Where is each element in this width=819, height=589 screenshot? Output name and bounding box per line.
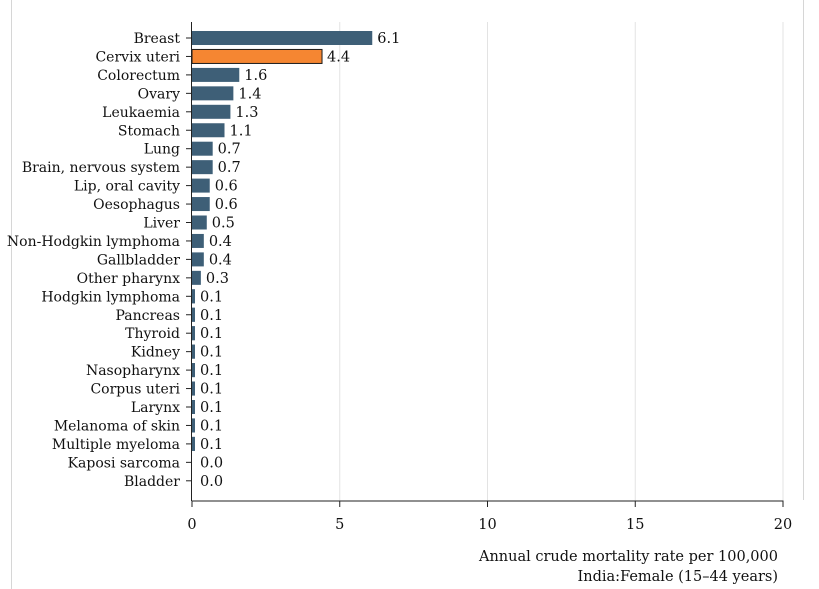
value-label-4: 1.3 bbox=[235, 105, 258, 121]
y-tick-label-18: Nasopharynx bbox=[86, 363, 180, 379]
bar-10 bbox=[192, 215, 207, 230]
axes: Breast Cervix uteri Colorectum Ovary Leukaem… bbox=[7, 22, 792, 533]
y-tick-label-1: Cervix uteri bbox=[95, 49, 180, 65]
y-tick-label-6: Lung bbox=[144, 142, 180, 158]
bar-stub-19 bbox=[192, 381, 195, 396]
value-label-24: 0.0 bbox=[200, 474, 223, 490]
bar-stub-18 bbox=[192, 363, 195, 378]
value-label-7: 0.7 bbox=[218, 160, 241, 176]
value-label-13: 0.3 bbox=[206, 271, 229, 287]
bar-9 bbox=[192, 197, 210, 212]
y-tick-label-23: Kaposi sarcoma bbox=[68, 455, 180, 471]
gridlines bbox=[339, 22, 784, 501]
frame-border-left bbox=[11, 0, 12, 589]
bar-2 bbox=[192, 67, 240, 82]
bar-stub-14 bbox=[192, 289, 195, 304]
value-label-22: 0.1 bbox=[200, 437, 223, 453]
bar-stub-17 bbox=[192, 344, 195, 359]
bar-12 bbox=[192, 252, 204, 267]
bar-11 bbox=[192, 233, 204, 248]
value-label-16: 0.1 bbox=[200, 326, 223, 342]
bar-1 bbox=[191, 48, 323, 64]
x-tick-label-4: 20 bbox=[774, 517, 792, 533]
bar-6 bbox=[192, 141, 213, 156]
bar-13 bbox=[192, 270, 201, 285]
y-tick-label-11: Non-Hodgkin lymphoma bbox=[7, 234, 180, 250]
y-tick-label-14: Hodgkin lymphoma bbox=[41, 289, 180, 305]
y-tick-label-4: Leukaemia bbox=[102, 105, 180, 121]
y-tick-label-15: Pancreas bbox=[115, 308, 180, 324]
x-tick-label-0: 0 bbox=[187, 517, 196, 533]
bar-stub-16 bbox=[192, 326, 195, 341]
y-tick-label-24: Bladder bbox=[124, 474, 180, 490]
value-label-6: 0.7 bbox=[218, 142, 241, 158]
y-tick-label-2: Colorectum bbox=[97, 68, 180, 84]
value-label-21: 0.1 bbox=[200, 418, 223, 434]
y-tick-label-22: Multiple myeloma bbox=[52, 437, 180, 453]
y-tick-label-9: Oesophagus bbox=[93, 197, 180, 213]
value-label-11: 0.4 bbox=[209, 234, 232, 250]
y-tick-label-3: Ovary bbox=[138, 86, 180, 102]
value-label-17: 0.1 bbox=[200, 345, 223, 361]
y-tick-label-0: Breast bbox=[134, 31, 181, 47]
value-label-1: 4.4 bbox=[327, 49, 350, 65]
value-label-20: 0.1 bbox=[200, 400, 223, 416]
value-label-19: 0.1 bbox=[200, 382, 223, 398]
y-tick-label-16: Thyroid bbox=[125, 326, 180, 342]
value-label-18: 0.1 bbox=[200, 363, 223, 379]
value-label-12: 0.4 bbox=[209, 252, 232, 268]
value-label-14: 0.1 bbox=[200, 289, 223, 305]
frame-border-right bbox=[803, 0, 804, 500]
bar-7 bbox=[192, 160, 213, 175]
value-label-23: 0.0 bbox=[200, 455, 223, 471]
y-tick-label-8: Lip, oral cavity bbox=[74, 179, 180, 195]
bar-0 bbox=[192, 31, 373, 45]
x-axis-label-line-1: Annual crude mortality rate per 100,000 bbox=[478, 549, 778, 565]
y-tick-label-21: Melanoma of skin bbox=[54, 418, 180, 434]
x-tick-label-2: 10 bbox=[478, 517, 496, 533]
y-tick-label-12: Gallbladder bbox=[97, 252, 180, 268]
bar-stub-22 bbox=[192, 436, 195, 451]
x-tick-label-1: 5 bbox=[335, 517, 344, 533]
value-label-8: 0.6 bbox=[215, 179, 238, 195]
bar-8 bbox=[192, 178, 210, 193]
bar-stub-20 bbox=[192, 400, 195, 414]
bar-5 bbox=[192, 123, 225, 138]
value-label-15: 0.1 bbox=[200, 308, 223, 324]
y-tick-label-5: Stomach bbox=[118, 123, 180, 139]
y-tick-label-17: Kidney bbox=[131, 345, 180, 361]
y-tick-label-13: Other pharynx bbox=[77, 271, 180, 287]
y-tick-label-7: Brain, nervous system bbox=[22, 160, 180, 176]
value-label-10: 0.5 bbox=[212, 216, 235, 232]
x-axis-label-line-2: India:Female (15–44 years) bbox=[578, 569, 778, 585]
bar-3 bbox=[192, 86, 234, 101]
y-tick-label-20: Larynx bbox=[131, 400, 180, 416]
y-tick-label-10: Liver bbox=[143, 216, 180, 232]
bar-stub-15 bbox=[192, 307, 195, 322]
value-label-5: 1.1 bbox=[230, 123, 253, 139]
x-axis-label: Annual crude mortality rate per 100,000 … bbox=[478, 549, 778, 585]
value-label-9: 0.6 bbox=[215, 197, 238, 213]
value-label-2: 1.6 bbox=[244, 68, 267, 84]
bars: 6.1 4.4 1.6 1.4 1.3 1.1 0.7 0.7 0.6 0.6 0.5 0.4 0.4 0… bbox=[191, 31, 400, 490]
bar-stub-21 bbox=[192, 418, 195, 433]
value-label-3: 1.4 bbox=[238, 86, 261, 102]
value-label-0: 6.1 bbox=[377, 31, 400, 47]
bar-4 bbox=[192, 104, 231, 119]
x-tick-label-3: 15 bbox=[626, 517, 644, 533]
y-tick-label-19: Corpus uteri bbox=[90, 382, 180, 398]
